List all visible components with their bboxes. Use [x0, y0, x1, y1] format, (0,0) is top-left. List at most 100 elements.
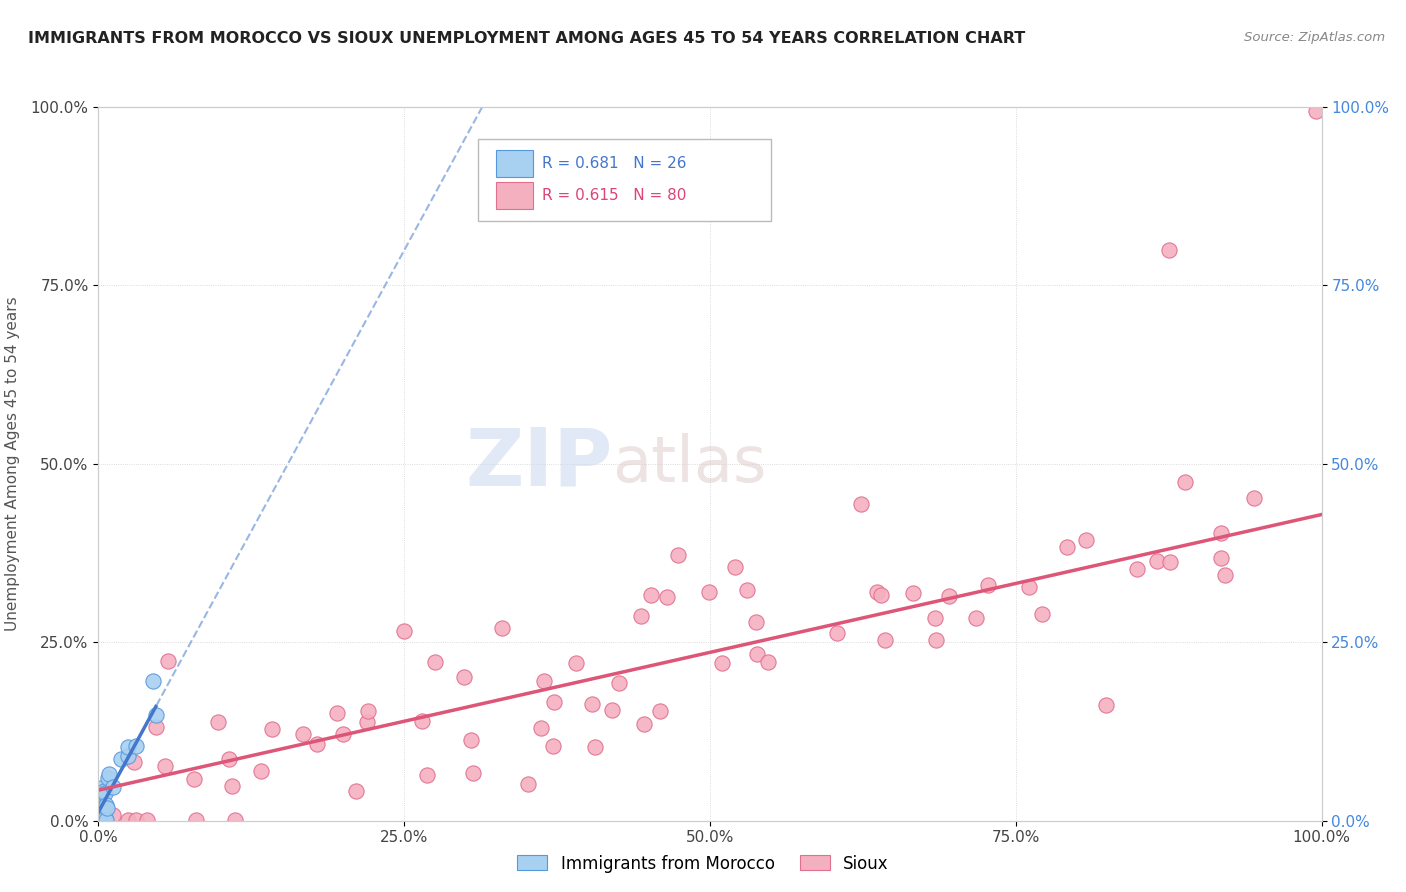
Point — [1174, 475, 1197, 490]
Point — [89, 780, 111, 795]
Point — [153, 759, 176, 773]
Point — [541, 739, 564, 753]
Bar — [496, 182, 533, 209]
Point — [1125, 562, 1147, 576]
Point — [1157, 243, 1180, 257]
Point — [825, 626, 848, 640]
Point — [90, 813, 112, 827]
Point — [666, 549, 689, 563]
Point — [745, 615, 768, 629]
Point — [91, 786, 114, 800]
Point — [90, 802, 112, 816]
FancyBboxPatch shape — [478, 139, 772, 221]
Point — [1031, 607, 1053, 622]
Point — [89, 809, 111, 823]
Point — [207, 714, 229, 729]
Point — [1211, 551, 1233, 566]
Point — [735, 583, 758, 598]
Point — [156, 654, 179, 668]
Text: ZIP: ZIP — [465, 425, 612, 503]
Point — [699, 584, 721, 599]
Point — [94, 813, 117, 827]
Point — [292, 727, 315, 741]
Point — [218, 752, 240, 766]
Point — [491, 621, 513, 635]
Point — [326, 706, 349, 721]
Point — [1305, 103, 1327, 118]
Point — [873, 632, 896, 647]
Point — [1018, 581, 1040, 595]
Point — [583, 740, 606, 755]
Point — [332, 726, 354, 740]
Point — [565, 656, 588, 670]
Point — [357, 704, 380, 718]
Point — [633, 716, 655, 731]
Point — [416, 768, 439, 782]
Point — [600, 703, 623, 717]
Point — [581, 698, 603, 712]
Legend: Immigrants from Morocco, Sioux: Immigrants from Morocco, Sioux — [510, 848, 896, 880]
Point — [1209, 526, 1232, 541]
Point — [1074, 533, 1097, 547]
Point — [307, 737, 329, 751]
Point — [184, 813, 207, 827]
Point — [710, 656, 733, 670]
Y-axis label: Unemployment Among Ages 45 to 54 years: Unemployment Among Ages 45 to 54 years — [4, 296, 20, 632]
Point — [460, 733, 482, 747]
Point — [630, 608, 652, 623]
Point — [530, 721, 553, 735]
Point — [117, 813, 139, 827]
Point — [543, 695, 565, 709]
Bar — [496, 150, 533, 177]
Point — [607, 676, 630, 690]
Point — [1213, 567, 1236, 582]
Point — [124, 739, 146, 753]
Text: atlas: atlas — [612, 433, 766, 495]
Point — [142, 674, 165, 689]
Text: Source: ZipAtlas.com: Source: ZipAtlas.com — [1244, 31, 1385, 45]
Text: R = 0.681   N = 26: R = 0.681 N = 26 — [543, 156, 688, 171]
Point — [122, 755, 145, 769]
Point — [938, 589, 960, 603]
Point — [117, 748, 139, 763]
Point — [650, 705, 672, 719]
Text: R = 0.615   N = 80: R = 0.615 N = 80 — [543, 188, 686, 203]
Point — [344, 784, 367, 798]
Point — [91, 801, 114, 815]
Point — [96, 801, 118, 815]
Point — [901, 586, 924, 600]
Point — [657, 590, 679, 604]
Point — [977, 578, 1000, 592]
Point — [125, 813, 148, 827]
Point — [101, 780, 124, 795]
Point — [1146, 554, 1168, 568]
Point — [135, 813, 157, 827]
Point — [1243, 491, 1265, 505]
Point — [91, 803, 114, 817]
Point — [249, 764, 271, 778]
Point — [849, 496, 872, 510]
Point — [866, 584, 889, 599]
Point — [724, 560, 747, 574]
Point — [101, 808, 124, 822]
Point — [925, 632, 948, 647]
Point — [97, 772, 120, 786]
Point — [183, 772, 205, 786]
Point — [425, 656, 447, 670]
Point — [461, 765, 484, 780]
Point — [97, 766, 120, 780]
Point — [94, 786, 117, 800]
Point — [93, 784, 115, 798]
Point — [1159, 555, 1181, 569]
Point — [145, 720, 167, 734]
Point — [965, 611, 987, 625]
Point — [224, 813, 246, 827]
Point — [94, 811, 117, 825]
Point — [117, 740, 139, 755]
Point — [96, 797, 118, 812]
Point — [745, 648, 768, 662]
Point — [640, 588, 662, 602]
Point — [392, 624, 415, 639]
Point — [924, 611, 946, 625]
Point — [516, 777, 538, 791]
